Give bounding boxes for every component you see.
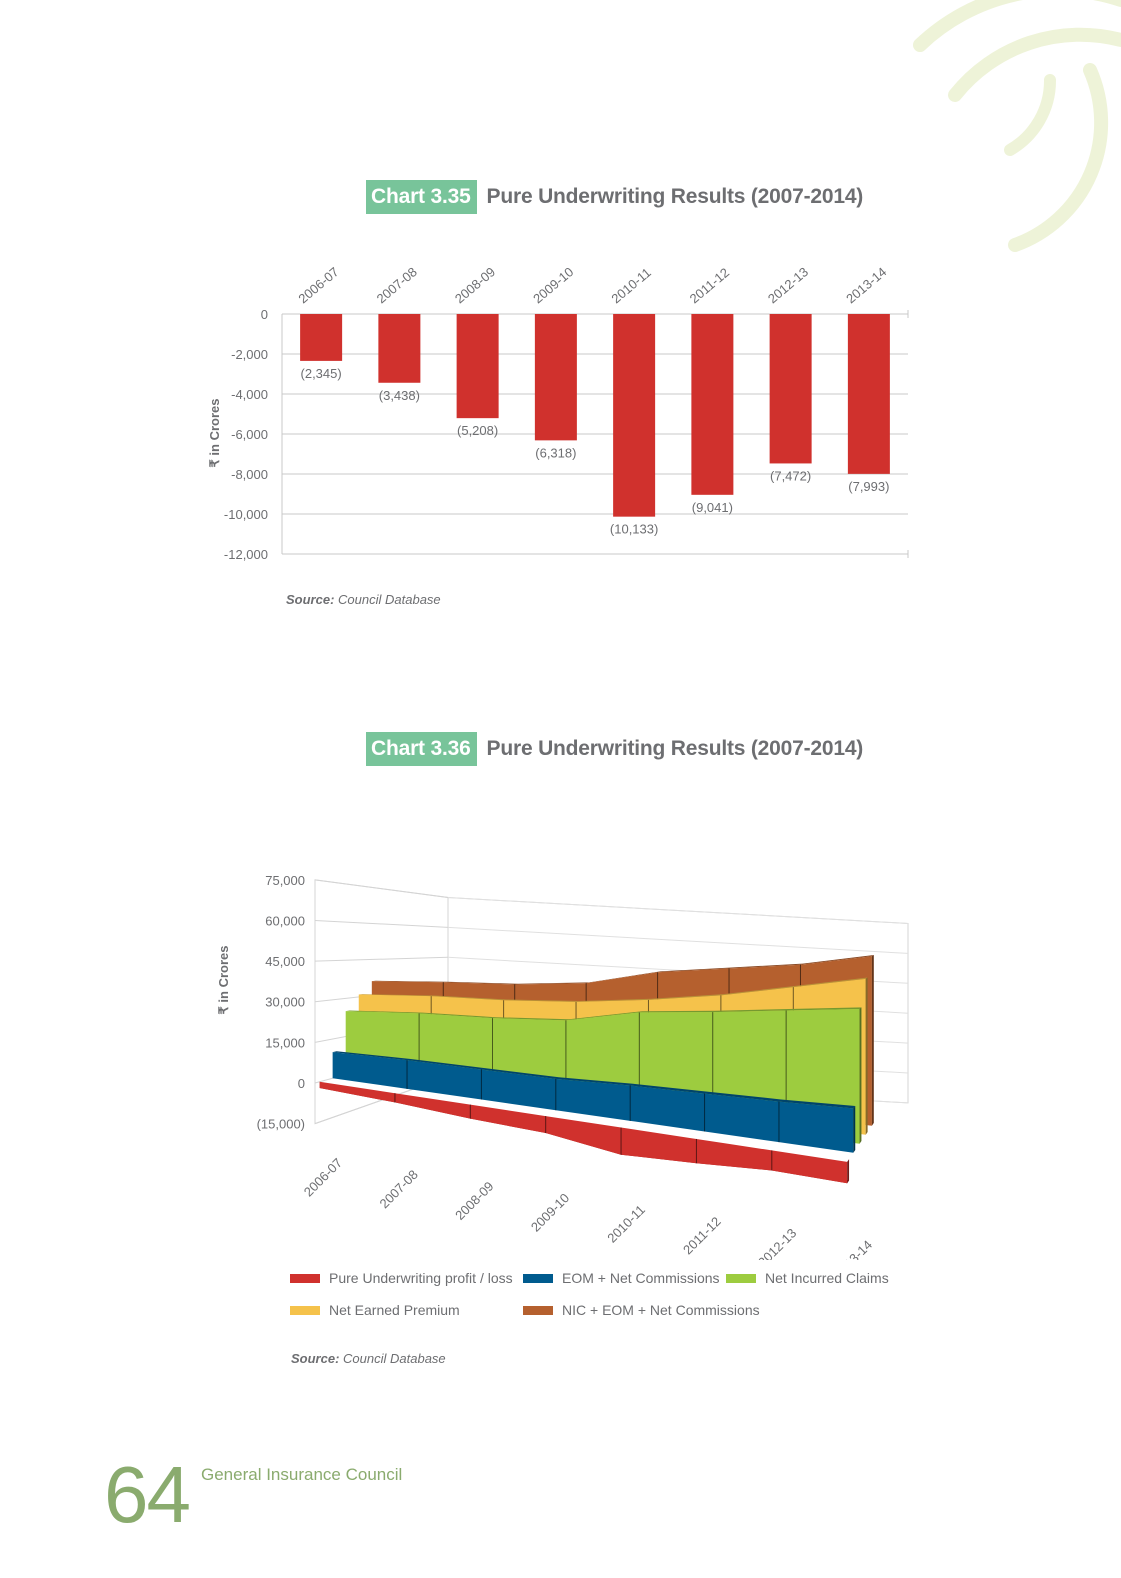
chart2-source: Source: Council Database <box>291 1351 446 1366</box>
legend-label: EOM + Net Commissions <box>562 1270 720 1286</box>
legend-item: NIC + EOM + Net Commissions <box>523 1302 760 1318</box>
y-tick-label: -10,000 <box>224 507 268 522</box>
y-tick-label: -12,000 <box>224 547 268 562</box>
x-tick-label: 2013-14 <box>831 1237 875 1260</box>
ribbon-top <box>371 955 874 985</box>
y-tick-label: 60,000 <box>265 913 305 928</box>
x-tick-label: 2009-10 <box>528 1190 572 1234</box>
legend-label: Net Earned Premium <box>329 1302 460 1318</box>
bar <box>613 314 656 517</box>
x-tick-label: 2011-12 <box>687 265 732 307</box>
y-axis-label: ₹ in Crores <box>207 399 222 468</box>
y-tick-label: 30,000 <box>265 995 305 1010</box>
data-label: (10,133) <box>610 522 658 537</box>
ribbon-front <box>332 1052 854 1153</box>
series-ribbon <box>332 1051 856 1153</box>
x-tick-label: 2009-10 <box>530 264 576 306</box>
ribbon-end <box>847 1159 850 1184</box>
gridline <box>314 919 449 928</box>
y-tick-label: 15,000 <box>265 1035 305 1050</box>
chart2-source-label: Source: <box>291 1351 340 1366</box>
x-tick-label: 2010-11 <box>604 1202 648 1246</box>
gridline <box>447 897 909 924</box>
chart2-title: Pure Underwriting Results (2007-2014) <box>486 737 864 760</box>
legend-label: Net Incurred Claims <box>765 1270 889 1286</box>
bar <box>534 314 577 441</box>
y-tick-label: 0 <box>298 1076 305 1091</box>
ribbon-front <box>319 1081 848 1184</box>
bar <box>691 314 734 495</box>
legend-label: NIC + EOM + Net Commissions <box>562 1302 760 1318</box>
legend-swatch <box>290 1305 320 1315</box>
bar <box>456 314 499 419</box>
legend-swatch <box>290 1273 320 1283</box>
x-tick-label: 2007-08 <box>376 1167 420 1211</box>
y-tick-label: (15,000) <box>257 1117 305 1132</box>
legend-item: Net Incurred Claims <box>726 1270 889 1286</box>
bar <box>847 314 890 474</box>
chart2-3d-area-chart: (15,000) 0 15,000 30,000 45,000 60,000 75,000 ₹… <box>216 873 909 1260</box>
ribbon-end <box>859 1007 862 1144</box>
chart2-heading: Chart 3.36 Pure Underwriting Results (20… <box>366 732 863 766</box>
ribbon-end <box>871 955 874 1126</box>
chart1-heading: Chart 3.35 Pure Underwriting Results (20… <box>366 180 863 214</box>
chart2-number: Chart 3.36 <box>366 732 477 766</box>
page-number: 64 <box>104 1450 191 1539</box>
y-tick-label: 0 <box>261 307 268 322</box>
x-tick-label: 2010-11 <box>608 265 653 307</box>
data-label: (6,318) <box>535 445 576 460</box>
data-label: (2,345) <box>301 366 342 381</box>
data-label: (9,041) <box>692 500 733 515</box>
data-label: (3,438) <box>379 388 420 403</box>
data-label: (7,472) <box>770 468 811 483</box>
x-tick-label: 2008-09 <box>452 264 498 306</box>
bar <box>769 314 812 464</box>
legend-swatch <box>726 1273 756 1283</box>
org-name: General Insurance Council <box>201 1465 403 1484</box>
legend-swatch <box>523 1273 553 1283</box>
ribbon-end <box>853 1105 856 1153</box>
gridline <box>314 956 449 962</box>
data-label: (7,993) <box>848 479 889 494</box>
x-tick-label: 2008-09 <box>452 1179 496 1223</box>
decorative-arcs <box>913 0 1121 252</box>
series-ribbon <box>319 1081 850 1184</box>
x-tick-label: 2013-14 <box>843 264 889 306</box>
chart1-title: Pure Underwriting Results (2007-2014) <box>486 185 864 208</box>
ribbon-top <box>358 977 868 1002</box>
x-tick-label: 2007-08 <box>374 264 420 306</box>
chart1-source-text: Council Database <box>338 592 441 607</box>
ribbon-top <box>345 1007 862 1021</box>
y-tick-label: 45,000 <box>265 954 305 969</box>
bar <box>378 314 421 383</box>
ribbon-end <box>865 977 868 1135</box>
x-tick-label: 2006-07 <box>295 264 341 306</box>
legend-swatch <box>523 1305 553 1315</box>
y-tick-label: -2,000 <box>231 347 268 362</box>
y-axis-label: ₹ in Crores <box>216 946 231 1015</box>
legend-item: Pure Underwriting profit / loss <box>290 1270 513 1286</box>
chart1-source: Source: Council Database <box>286 592 441 607</box>
y-tick-label: -4,000 <box>231 387 268 402</box>
y-tick-label: -8,000 <box>231 467 268 482</box>
legend-item: EOM + Net Commissions <box>523 1270 720 1286</box>
ribbon-top <box>332 1051 856 1109</box>
chart1-number: Chart 3.35 <box>366 180 477 214</box>
chart1-source-label: Source: <box>286 592 335 607</box>
legend-item: Net Earned Premium <box>290 1302 460 1318</box>
x-tick-label: 2006-07 <box>301 1155 345 1199</box>
legend-label: Pure Underwriting profit / loss <box>329 1270 513 1286</box>
chart1-bar-chart: 0 -2,000 -4,000 -6,000 -8,000 -10,000 -12,000 ₹… <box>207 264 909 562</box>
gridline <box>314 879 449 898</box>
x-tick-label: 2011-12 <box>680 1214 724 1258</box>
x-tick-label: 2012-13 <box>765 264 811 306</box>
gridline <box>447 926 909 954</box>
x-tick-label: 2012-13 <box>755 1225 799 1260</box>
data-label: (5,208) <box>457 423 498 438</box>
chart2-source-text: Council Database <box>343 1351 446 1366</box>
y-tick-label: -6,000 <box>231 427 268 442</box>
bar <box>300 314 343 361</box>
y-tick-label: 75,000 <box>265 873 305 888</box>
